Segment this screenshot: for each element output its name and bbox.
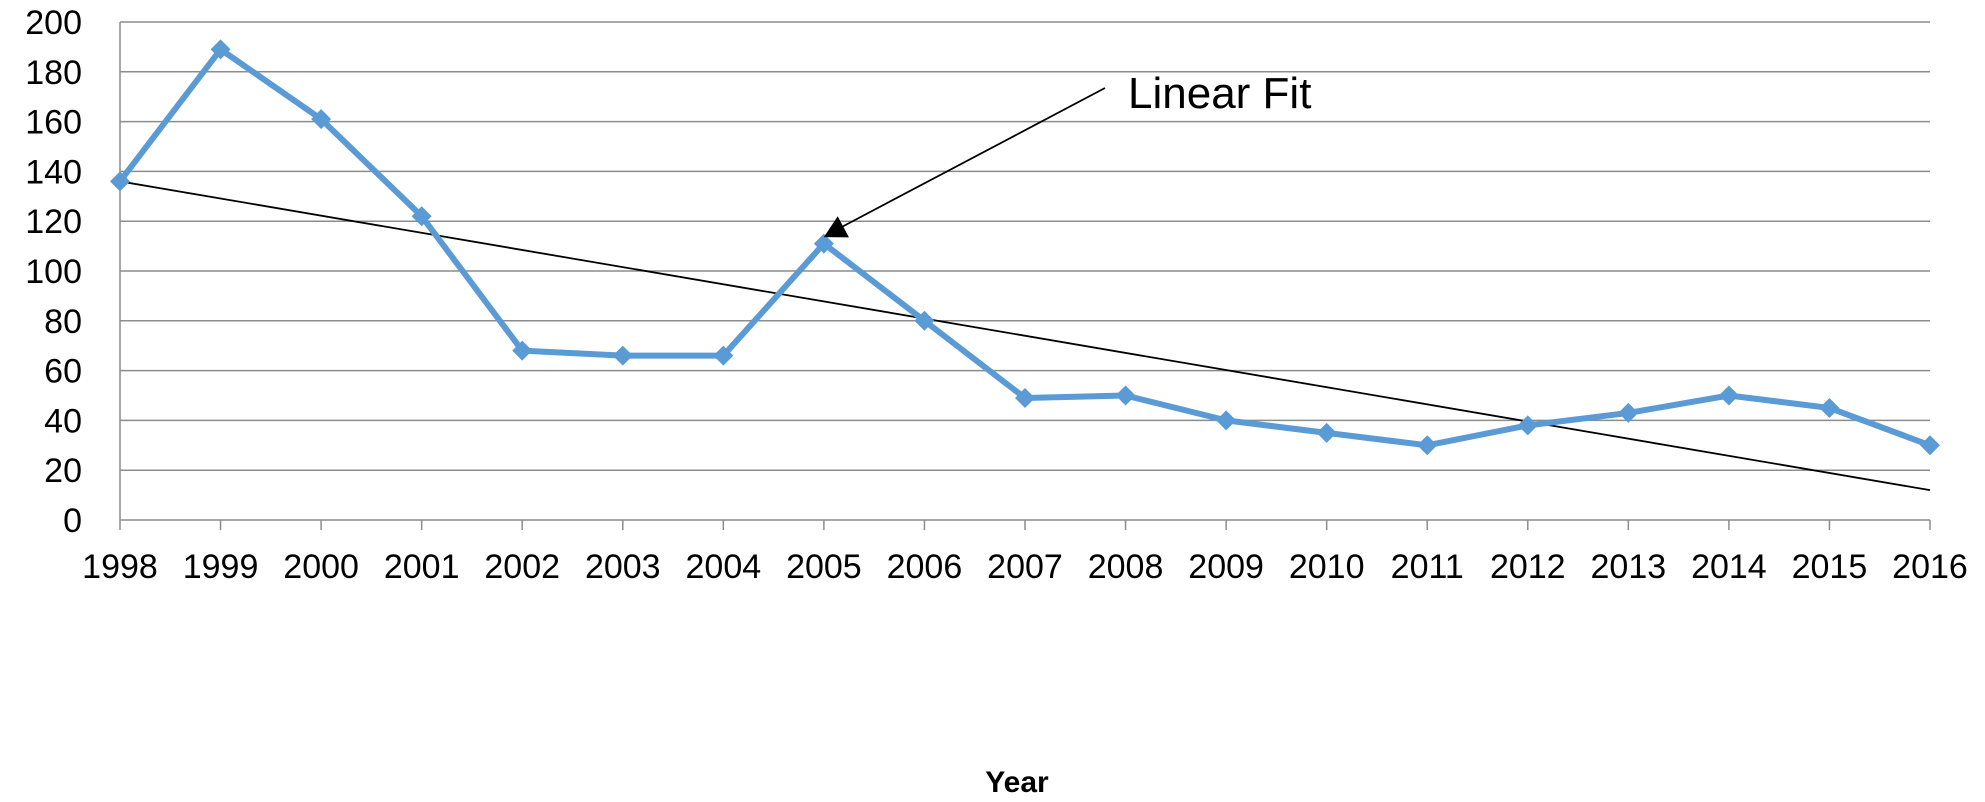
y-tick-label: 120 xyxy=(25,203,82,241)
data-point xyxy=(311,109,332,130)
data-point xyxy=(813,233,834,254)
y-axis-ticks: 0 20 40 60 80 100 120 140 160 180 200 xyxy=(25,4,82,540)
y-tick-label: 180 xyxy=(25,54,82,92)
y-tick-label: 0 xyxy=(63,502,82,540)
y-tick-label: 20 xyxy=(44,452,82,490)
data-point xyxy=(914,310,935,331)
annotation-group: Linear Fit xyxy=(823,69,1311,238)
series-group xyxy=(110,39,1940,456)
x-tick-label: 2010 xyxy=(1289,548,1365,586)
x-tick-label: 2002 xyxy=(484,548,560,586)
y-tick-label: 60 xyxy=(44,353,82,391)
data-point xyxy=(1015,387,1035,408)
x-tick-label: 2009 xyxy=(1188,548,1264,586)
y-tick-label: 80 xyxy=(44,303,82,341)
data-point xyxy=(411,206,432,227)
trendline xyxy=(119,180,1931,492)
x-tick-label: 2014 xyxy=(1691,548,1767,586)
x-tick-label: 2007 xyxy=(987,548,1063,586)
x-tick-label: 2006 xyxy=(887,548,963,586)
x-tick-label: 2016 xyxy=(1892,548,1968,586)
y-tick-label: 40 xyxy=(44,402,82,440)
data-point xyxy=(713,345,734,366)
x-tick-label: 2000 xyxy=(283,548,359,586)
x-tick-label: 2011 xyxy=(1391,548,1464,586)
x-tick-label: 2003 xyxy=(585,548,661,586)
x-tick-label: 2012 xyxy=(1490,548,1566,586)
data-point xyxy=(1417,435,1438,456)
y-tick-label: 200 xyxy=(25,4,82,42)
data-point xyxy=(512,340,533,361)
x-axis-title: Year xyxy=(985,766,1049,799)
annotation-label: Linear Fit xyxy=(1128,69,1311,118)
x-tick-label: 2008 xyxy=(1088,548,1164,586)
y-tick-label: 140 xyxy=(25,153,82,191)
data-point xyxy=(1517,415,1538,436)
x-tick-label: 2013 xyxy=(1591,548,1667,586)
x-axis-ticks: 1998 1999 2000 2001 2002 2003 2004 2005 2006 2007… xyxy=(82,548,1968,586)
x-tick-label: 2004 xyxy=(686,548,762,586)
data-point xyxy=(1316,422,1337,443)
x-tick-label: 2005 xyxy=(786,548,862,586)
data-point xyxy=(1920,435,1940,456)
series-line xyxy=(117,46,1933,449)
y-tick-label: 160 xyxy=(25,104,82,142)
x-tick-label: 2001 xyxy=(384,548,460,586)
data-point xyxy=(1618,402,1639,423)
data-point xyxy=(1819,397,1840,418)
x-tick-label: 2015 xyxy=(1792,548,1868,586)
x-tick-label: 1999 xyxy=(183,548,259,586)
annotation-arrow-line xyxy=(833,87,1106,232)
trendline-group xyxy=(119,180,1931,492)
gridlines xyxy=(119,21,1931,530)
y-tick-label: 100 xyxy=(25,253,82,291)
data-point xyxy=(1718,385,1739,406)
data-point xyxy=(612,345,633,366)
data-point xyxy=(110,171,130,192)
data-point xyxy=(1115,385,1136,406)
annotation-arrowhead xyxy=(823,216,849,238)
data-point xyxy=(210,39,231,60)
data-point xyxy=(1216,410,1237,431)
x-tick-label: 1998 xyxy=(82,548,158,586)
